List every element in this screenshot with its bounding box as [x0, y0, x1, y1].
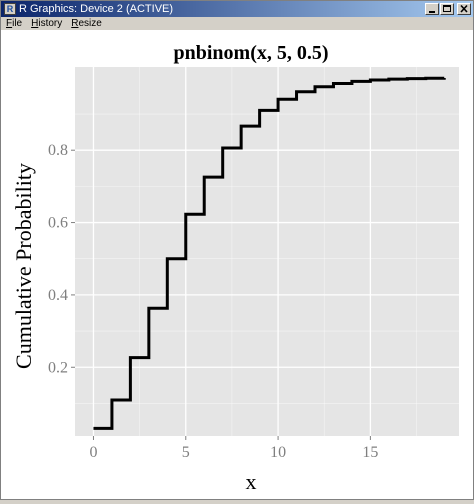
x-tick-label: 0: [89, 444, 97, 461]
close-icon[interactable]: [457, 3, 471, 15]
x-tick-label: 5: [182, 444, 190, 461]
minimize-icon[interactable]: [425, 3, 439, 15]
y-tick-label: 0.6: [48, 215, 68, 232]
y-axis-label: Cumulative Probability: [11, 163, 36, 369]
cdf-step-line: [93, 76, 446, 430]
x-axis-label: x: [246, 469, 257, 494]
menu-resize-accel: R: [71, 18, 79, 29]
chart-svg: 0 5 10 150.20.40.60.8 pnbinom(x, 5, 0.5) x …: [11, 42, 459, 494]
menu-history-accel: H: [31, 18, 39, 29]
maximize-icon[interactable]: [440, 3, 454, 15]
y-tick-label: 0.8: [48, 142, 68, 159]
title-bar[interactable]: R R Graphics: Device 2 (ACTIVE): [1, 1, 473, 17]
maximize-glyph: [443, 5, 451, 12]
axis-ticks: 0 5 10 15 0.2 0.4 0.6 0.8: [48, 142, 378, 461]
menu-file-rest: ile: [12, 18, 23, 29]
x-tick-label: 10: [270, 444, 286, 461]
menu-bar: File History Resize: [1, 17, 473, 30]
menu-resize[interactable]: Resize: [66, 17, 106, 30]
menu-history-rest: istory: [38, 18, 63, 29]
r-app-icon[interactable]: R: [4, 3, 16, 15]
chart-title: pnbinom(x, 5, 0.5): [173, 42, 328, 64]
close-glyph: [460, 4, 468, 13]
window-title: R Graphics: Device 2 (ACTIVE): [19, 3, 174, 15]
menu-history[interactable]: History: [26, 17, 66, 30]
plot-panel: [75, 67, 459, 436]
x-tick-label: 15: [362, 444, 378, 461]
menu-file-accel: F: [6, 18, 13, 29]
y-tick-label: 0.4: [48, 287, 68, 304]
plot-area: 0 5 10 15 0.2 0.4 0.6 0.8 pnbinom(x, 5, 0.5) x …: [1, 30, 473, 499]
y-tick-label: 0.2: [48, 359, 68, 376]
window-buttons: [424, 3, 471, 15]
menu-file[interactable]: File: [1, 17, 26, 30]
minimize-glyph: [429, 11, 435, 13]
menu-resize-rest: esize: [78, 18, 102, 29]
